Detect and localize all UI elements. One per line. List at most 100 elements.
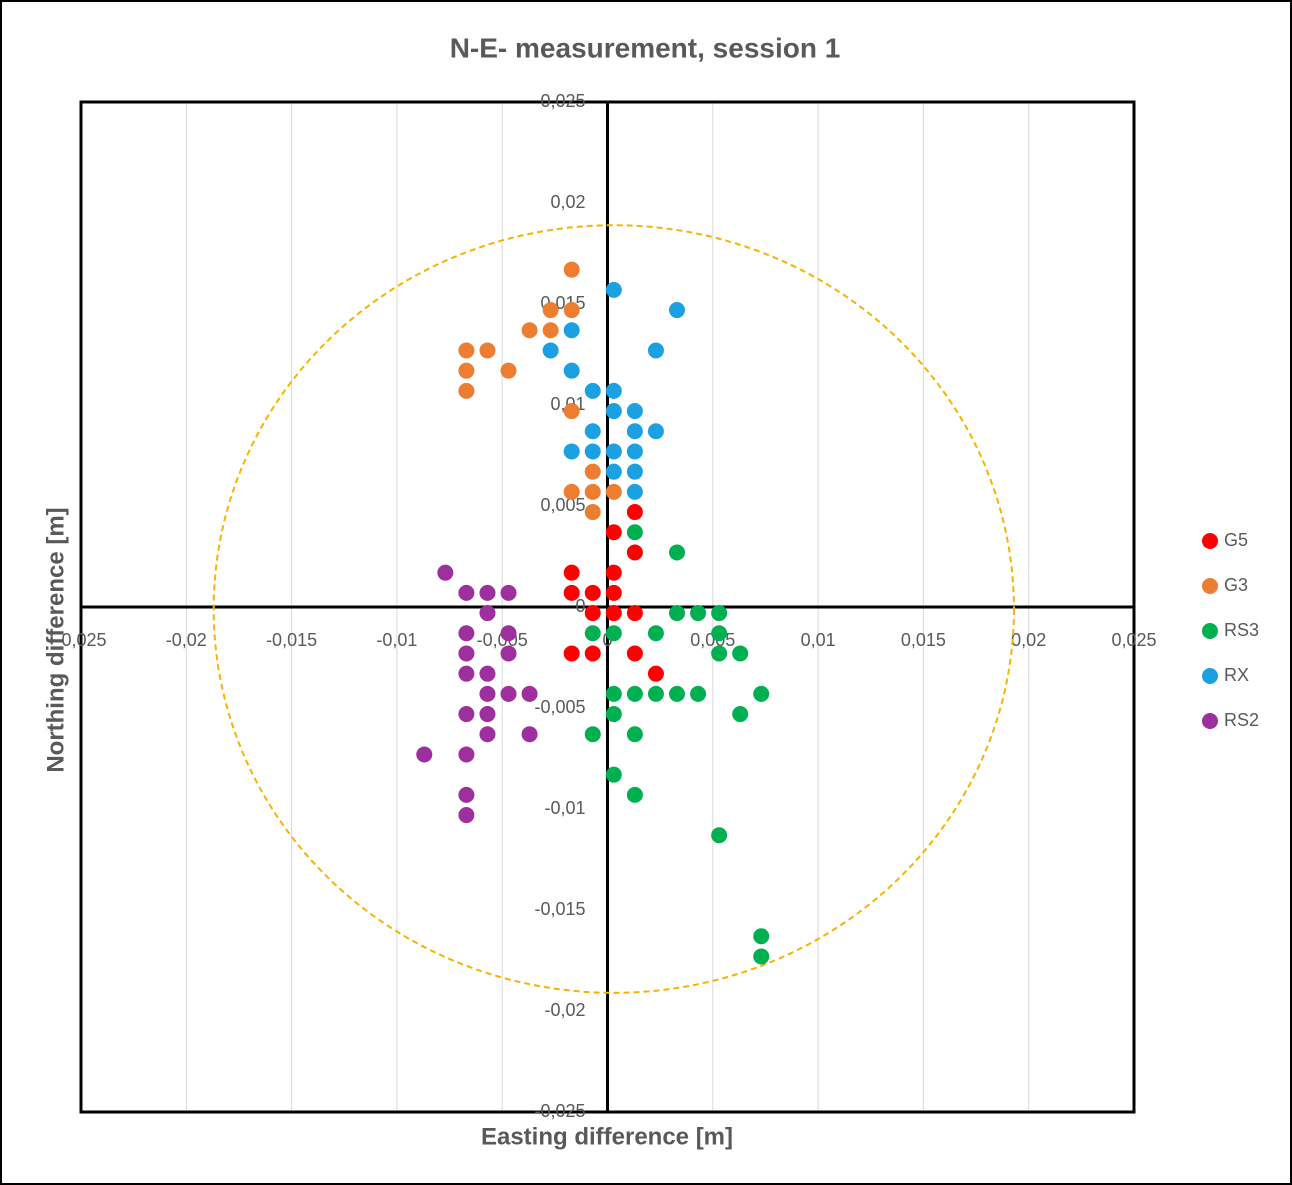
data-point xyxy=(479,726,496,743)
data-point xyxy=(563,564,580,581)
legend-marker xyxy=(1202,713,1218,729)
data-point xyxy=(647,625,664,642)
data-point xyxy=(563,322,580,339)
y-tick-label: -0,005 xyxy=(534,697,585,717)
data-point xyxy=(605,766,622,783)
data-point xyxy=(626,544,643,561)
data-point xyxy=(479,685,496,702)
legend-marker xyxy=(1202,623,1218,639)
data-point xyxy=(500,362,517,379)
y-tick-label: 0,025 xyxy=(540,91,585,111)
data-point xyxy=(563,483,580,500)
y-tick-label: 0 xyxy=(575,596,585,616)
y-axis-title: Northing difference [m] xyxy=(42,507,69,772)
data-point xyxy=(563,584,580,601)
legend-label: RS3 xyxy=(1224,620,1259,640)
data-point xyxy=(753,948,770,965)
data-point xyxy=(542,342,559,359)
data-point xyxy=(500,625,517,642)
x-tick-label: -0,02 xyxy=(166,630,207,650)
data-point xyxy=(563,362,580,379)
y-tick-label: 0,005 xyxy=(540,495,585,515)
data-point xyxy=(458,362,475,379)
data-point xyxy=(542,322,559,339)
x-tick-label: 0,025 xyxy=(1111,630,1156,650)
data-point xyxy=(584,382,601,399)
data-point xyxy=(563,261,580,278)
x-tick-label: 0,02 xyxy=(1011,630,1046,650)
x-tick-label: 0,01 xyxy=(801,630,836,650)
data-point xyxy=(626,483,643,500)
data-point xyxy=(416,746,433,763)
legend-label: G3 xyxy=(1224,575,1248,595)
data-point xyxy=(458,584,475,601)
data-point xyxy=(479,605,496,622)
data-point xyxy=(479,665,496,682)
data-point xyxy=(521,685,538,702)
data-point xyxy=(458,746,475,763)
data-point xyxy=(626,685,643,702)
data-point xyxy=(753,685,770,702)
data-point xyxy=(458,645,475,662)
legend-label: RX xyxy=(1224,665,1249,685)
data-point xyxy=(584,443,601,460)
data-point xyxy=(626,463,643,480)
data-point xyxy=(605,463,622,480)
data-point xyxy=(458,807,475,824)
data-point xyxy=(584,605,601,622)
x-tick-label: -0,01 xyxy=(376,630,417,650)
x-tick-label: 0 xyxy=(602,630,612,650)
data-point xyxy=(500,685,517,702)
reference-circle xyxy=(212,224,1015,994)
data-point xyxy=(690,685,707,702)
data-point xyxy=(563,645,580,662)
y-tick-label: -0,015 xyxy=(534,899,585,919)
data-point xyxy=(521,726,538,743)
data-point xyxy=(605,605,622,622)
data-point xyxy=(584,625,601,642)
data-point xyxy=(542,302,559,319)
data-point xyxy=(753,928,770,945)
data-point xyxy=(563,443,580,460)
data-point xyxy=(668,605,685,622)
data-point xyxy=(563,302,580,319)
data-point xyxy=(605,281,622,298)
data-point xyxy=(626,786,643,803)
data-point xyxy=(521,322,538,339)
data-point xyxy=(626,504,643,521)
data-point xyxy=(605,403,622,420)
data-point xyxy=(626,605,643,622)
data-point xyxy=(605,382,622,399)
data-point xyxy=(626,524,643,541)
legend-marker xyxy=(1202,578,1218,594)
data-point xyxy=(584,726,601,743)
data-point xyxy=(458,665,475,682)
data-point xyxy=(458,706,475,723)
data-point xyxy=(584,504,601,521)
data-point xyxy=(711,605,728,622)
data-point xyxy=(668,302,685,319)
data-point xyxy=(605,584,622,601)
data-point xyxy=(647,685,664,702)
data-point xyxy=(732,645,749,662)
data-point xyxy=(626,403,643,420)
y-tick-label: -0,025 xyxy=(534,1101,585,1121)
data-point xyxy=(458,786,475,803)
data-point xyxy=(437,564,454,581)
data-point xyxy=(668,544,685,561)
legend-marker xyxy=(1202,668,1218,684)
data-point xyxy=(584,584,601,601)
legend-label: G5 xyxy=(1224,530,1248,550)
data-point xyxy=(626,423,643,440)
data-point xyxy=(563,403,580,420)
data-point xyxy=(711,645,728,662)
x-tick-label: 0,015 xyxy=(901,630,946,650)
data-point xyxy=(732,706,749,723)
y-tick-label: 0,02 xyxy=(550,192,585,212)
data-point xyxy=(668,685,685,702)
data-point xyxy=(605,443,622,460)
data-point xyxy=(584,463,601,480)
data-point xyxy=(605,524,622,541)
